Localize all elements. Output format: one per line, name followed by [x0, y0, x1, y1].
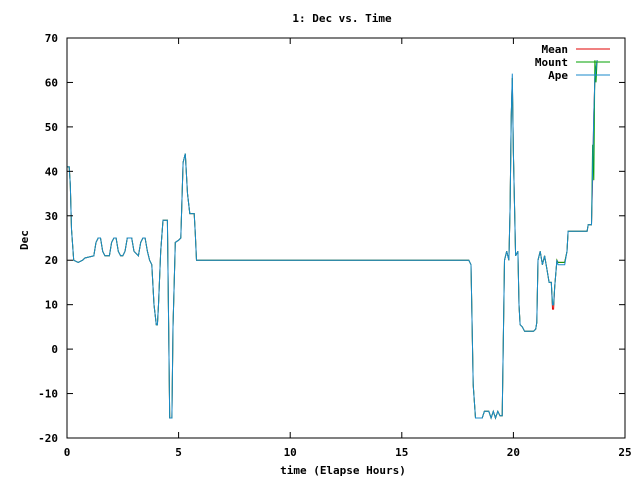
x-tick-label: 20 — [507, 446, 520, 459]
x-axis-label: time (Elapse Hours) — [280, 464, 406, 477]
axes: -20 -10 0 10 20 30 40 50 60 70 0 5 10 15 20 25 — [38, 32, 632, 459]
series-line-mean — [67, 60, 598, 420]
series-line-ape — [67, 60, 598, 420]
y-axis-label: Dec — [18, 230, 31, 250]
x-tick-label: 5 — [175, 446, 182, 459]
x-tick-label: 15 — [395, 446, 408, 459]
y-tick-label: -20 — [38, 432, 58, 445]
plot-border — [66, 37, 626, 439]
y-tick-label: 30 — [45, 210, 58, 223]
x-tick-label: 0 — [64, 446, 71, 459]
plot-area — [67, 60, 598, 420]
y-tick-label: 20 — [45, 254, 58, 267]
y-tick-label: 40 — [45, 165, 58, 178]
y-tick-label: 10 — [45, 299, 58, 312]
y-tick-label: 70 — [45, 32, 58, 45]
series-line-mount — [67, 60, 598, 420]
y-tick-label: 60 — [45, 76, 58, 89]
x-tick-label: 10 — [284, 446, 297, 459]
legend-label-mean: Mean — [542, 43, 569, 56]
x-tick-label: 25 — [618, 446, 631, 459]
legend-label-ape: Ape — [548, 69, 568, 82]
y-tick-label: 0 — [51, 343, 58, 356]
y-tick-label: 50 — [45, 121, 58, 134]
chart-title: 1: Dec vs. Time — [292, 12, 392, 25]
legend-label-mount: Mount — [535, 56, 568, 69]
y-tick-label: -10 — [38, 388, 58, 401]
